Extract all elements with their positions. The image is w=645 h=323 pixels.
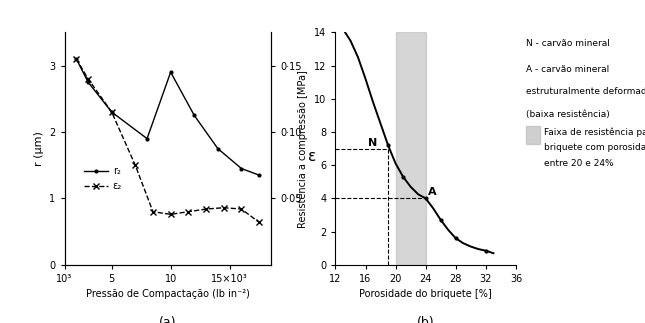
Text: (b): (b)	[417, 316, 435, 323]
Text: (a): (a)	[159, 316, 177, 323]
Line: r₂: r₂	[74, 56, 262, 178]
ε₂	[202, 207, 210, 211]
X-axis label: Porosidade do briquete [%]: Porosidade do briquete [%]	[359, 289, 492, 299]
r₂	[72, 57, 80, 61]
r₂	[108, 110, 115, 114]
ε₂	[255, 220, 263, 224]
r₂	[214, 147, 222, 151]
Text: estruturalmente deformado: estruturalmente deformado	[526, 87, 645, 96]
ε₂	[167, 213, 175, 216]
ε₂	[220, 206, 228, 210]
ε₂	[184, 210, 192, 214]
Text: Faixa de resistência para: Faixa de resistência para	[544, 128, 645, 137]
Text: A: A	[428, 187, 437, 197]
Y-axis label: Resistência a compressão [MPa]: Resistência a compressão [MPa]	[298, 70, 308, 227]
Text: N - carvão mineral: N - carvão mineral	[526, 39, 610, 48]
Text: briquete com porosidade: briquete com porosidade	[544, 143, 645, 152]
Y-axis label: r (μm): r (μm)	[34, 131, 44, 166]
Y-axis label: ε: ε	[308, 149, 317, 163]
r₂	[190, 113, 198, 117]
Text: N: N	[368, 138, 377, 148]
r₂	[167, 70, 175, 74]
r₂	[143, 137, 151, 141]
Bar	[395, 32, 426, 265]
X-axis label: Pressão de Compactação (lb in⁻²): Pressão de Compactação (lb in⁻²)	[86, 289, 250, 299]
Legend: r₂, ε₂: r₂, ε₂	[80, 162, 126, 195]
Text: entre 20 e 24%: entre 20 e 24%	[544, 159, 613, 168]
Line: ε₂: ε₂	[74, 56, 262, 225]
Text: A - carvão mineral: A - carvão mineral	[526, 65, 609, 74]
r₂	[255, 173, 263, 177]
ε₂	[149, 210, 157, 214]
ε₂	[72, 57, 80, 61]
Text: (baixa resistência): (baixa resistência)	[526, 110, 610, 119]
ε₂	[84, 77, 92, 81]
r₂	[237, 167, 245, 171]
ε₂	[132, 163, 139, 167]
ε₂	[108, 110, 115, 114]
r₂	[84, 80, 92, 84]
ε₂	[237, 207, 245, 211]
